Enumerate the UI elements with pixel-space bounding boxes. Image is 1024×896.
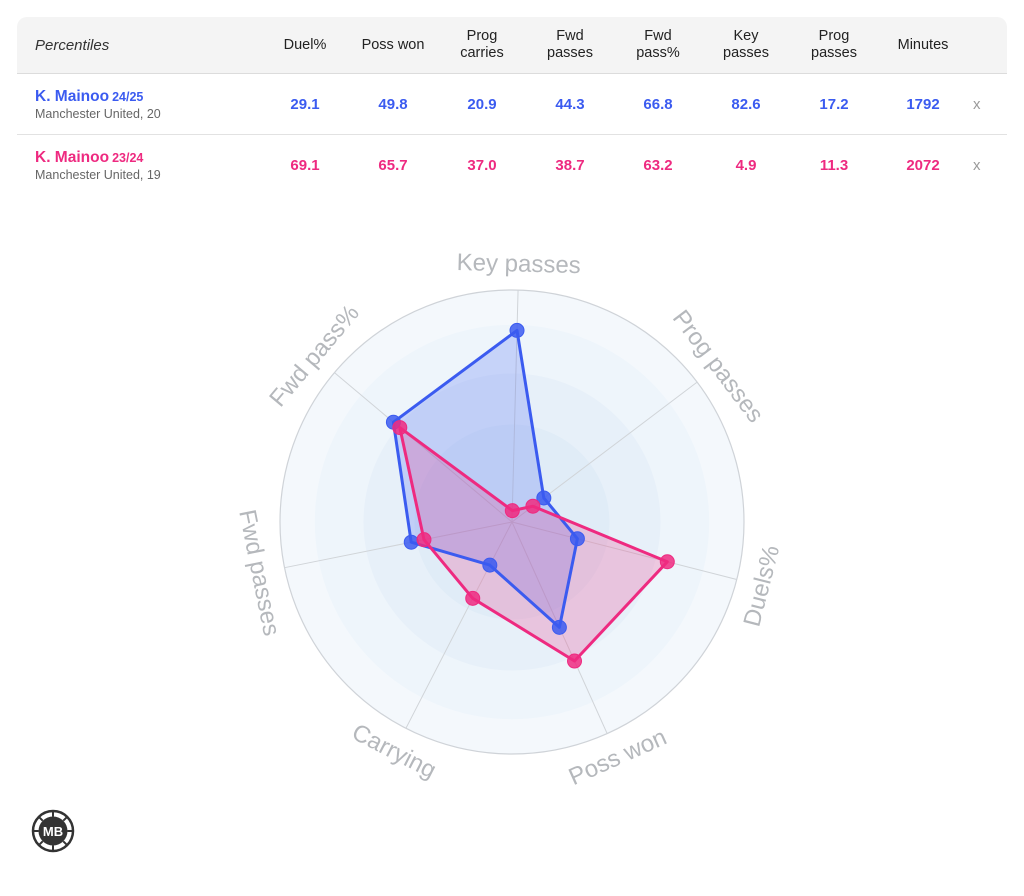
data-point	[567, 653, 583, 669]
value-key-passes: 82.6	[731, 95, 761, 113]
logo-text: MB	[43, 824, 63, 839]
series-line-0	[391, 328, 579, 629]
value-minutes: 1792	[906, 95, 940, 113]
remove-row-button[interactable]: x	[973, 95, 981, 113]
value-fwd-passes: 38.7	[555, 156, 585, 174]
value-prog-carries: 20.9	[467, 95, 497, 113]
radar-spoke	[511, 521, 737, 581]
series-area-0	[393, 330, 578, 628]
player-season: 23/24	[112, 150, 144, 165]
player-cell: K. Mainoo 23/24 Manchester United, 19	[35, 135, 161, 195]
axis-label: Duels%	[739, 543, 786, 630]
data-point	[659, 554, 675, 570]
value-fwd-pass-pct: 66.8	[643, 95, 673, 113]
data-point	[504, 503, 520, 519]
series-area-1	[399, 427, 668, 661]
value-fwd-pass-pct: 63.2	[643, 156, 673, 174]
header-minutes[interactable]: Minutes	[897, 36, 949, 53]
header-poss-won[interactable]: Poss won	[361, 36, 425, 53]
value-duel-pct: 29.1	[290, 95, 320, 113]
data-point	[525, 498, 541, 514]
header-duel-pct[interactable]: Duel%	[283, 36, 327, 53]
radar-spoke	[284, 521, 513, 569]
header-prog-passes[interactable]: Prog passes	[811, 28, 857, 61]
axis-label: Fwd passes	[233, 507, 285, 638]
data-point	[536, 490, 552, 506]
axis-label: Key passes	[456, 249, 581, 279]
table-row: K. Mainoo 23/24 Manchester United, 19 69.…	[17, 135, 1007, 195]
player-name[interactable]: K. Mainoo	[35, 87, 110, 105]
data-point	[482, 557, 498, 573]
value-poss-won: 65.7	[378, 156, 408, 174]
value-prog-passes: 17.2	[819, 95, 849, 113]
header-fwd-pass-pct[interactable]: Fwd pass%	[636, 28, 680, 61]
player-team: Manchester United, 20	[35, 106, 161, 121]
value-prog-carries: 37.0	[467, 156, 497, 174]
percentiles-header: Percentiles	[35, 36, 110, 54]
value-prog-passes: 11.3	[819, 156, 849, 174]
header-key-passes[interactable]: Key passes	[723, 28, 769, 61]
player-name[interactable]: K. Mainoo	[35, 148, 110, 166]
radar-spoke	[334, 372, 513, 523]
header-prog-carries[interactable]: Prog carries	[460, 28, 504, 61]
player-team: Manchester United, 19	[35, 167, 161, 182]
table-header: Percentiles Duel% Poss won Prog carries …	[17, 17, 1007, 74]
value-key-passes: 4.9	[735, 156, 757, 174]
data-point	[509, 322, 525, 338]
data-point	[392, 420, 408, 436]
table-row: K. Mainoo 24/25 Manchester United, 20 29.…	[17, 74, 1007, 135]
header-fwd-passes[interactable]: Fwd passes	[547, 28, 593, 61]
series-line-1	[398, 426, 669, 663]
value-minutes: 2072	[906, 156, 940, 174]
value-fwd-passes: 44.3	[555, 95, 585, 113]
stats-table: Percentiles Duel% Poss won Prog carries …	[17, 17, 1007, 195]
player-cell: K. Mainoo 24/25 Manchester United, 20	[35, 74, 161, 134]
value-poss-won: 49.8	[378, 95, 408, 113]
mb-logo: MB	[31, 809, 75, 853]
player-season: 24/25	[112, 89, 144, 104]
data-point	[403, 534, 419, 550]
value-duel-pct: 69.1	[290, 156, 320, 174]
data-point	[465, 590, 481, 606]
radar-spoke	[405, 521, 513, 729]
data-point	[569, 531, 585, 547]
data-point	[416, 532, 432, 548]
remove-row-button[interactable]: x	[973, 156, 981, 174]
data-point	[551, 619, 567, 635]
radar-outline	[279, 289, 745, 755]
